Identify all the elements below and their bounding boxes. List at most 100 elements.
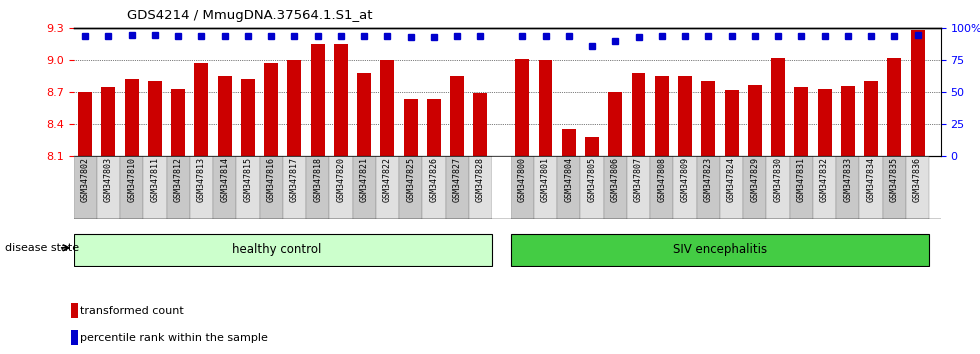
Bar [334,44,348,156]
Text: GSM347827: GSM347827 [453,157,462,202]
Text: GSM347810: GSM347810 [127,157,136,202]
Text: GSM347829: GSM347829 [751,157,760,202]
Text: GSM347813: GSM347813 [197,157,206,202]
Bar [427,99,441,156]
Text: GSM347824: GSM347824 [727,157,736,202]
Bar [790,156,813,219]
Bar [71,330,77,345]
Bar [678,76,692,156]
Text: GSM347809: GSM347809 [680,157,690,202]
Bar [172,89,185,156]
Text: transformed count: transformed count [80,306,184,316]
Text: GSM347808: GSM347808 [658,157,666,202]
Bar [631,73,646,156]
Bar [399,156,422,219]
Text: GSM347818: GSM347818 [314,157,322,202]
Bar [375,156,399,219]
Text: GSM347807: GSM347807 [634,157,643,202]
Bar [71,303,77,318]
Text: GSM347801: GSM347801 [541,157,550,202]
Bar [817,89,831,156]
Bar [580,156,604,219]
Bar [906,156,929,219]
Bar [604,156,627,219]
Bar [283,156,306,219]
Text: GSM347830: GSM347830 [773,157,783,202]
Bar [697,156,720,219]
Bar [287,60,302,156]
Bar [771,58,785,156]
Text: GSM347822: GSM347822 [383,157,392,202]
Bar [97,156,120,219]
Bar [511,234,929,266]
Bar [585,137,599,156]
Bar [306,156,329,219]
Text: GSM347828: GSM347828 [476,157,485,202]
Bar [468,156,492,219]
Text: GSM347826: GSM347826 [429,157,438,202]
Text: GSM347804: GSM347804 [564,157,573,202]
Bar [627,156,650,219]
Text: GSM347812: GSM347812 [173,157,182,202]
Bar [78,92,92,156]
Bar [609,92,622,156]
Text: percentile rank within the sample: percentile rank within the sample [80,333,269,343]
Bar [311,44,324,156]
Bar [743,156,766,219]
Bar [120,156,143,219]
Bar [534,156,558,219]
Text: GSM347817: GSM347817 [290,157,299,202]
Bar [357,73,371,156]
Bar [265,63,278,156]
Bar [124,79,138,156]
Bar [74,156,97,219]
Bar [446,156,468,219]
Text: GSM347823: GSM347823 [704,157,712,202]
Text: GSM347821: GSM347821 [360,157,368,202]
Bar [836,156,859,219]
Bar [864,81,878,156]
Bar [673,156,697,219]
Text: GSM347802: GSM347802 [80,157,89,202]
Bar [539,60,553,156]
Bar [748,85,761,156]
Bar [422,156,446,219]
Text: GSM347820: GSM347820 [336,157,345,202]
Text: GSM347806: GSM347806 [611,157,619,202]
Bar [813,156,836,219]
Bar [473,93,487,156]
Text: GSM347803: GSM347803 [104,157,113,202]
Bar [236,156,260,219]
Bar [910,30,924,156]
Bar [260,156,283,219]
Text: GSM347833: GSM347833 [844,157,853,202]
Bar [450,76,465,156]
Bar [515,59,529,156]
Bar [887,58,902,156]
Bar [766,156,790,219]
Bar [241,79,255,156]
Text: GSM347800: GSM347800 [517,157,527,202]
Bar [101,87,116,156]
Bar [167,156,190,219]
Bar [655,76,668,156]
Bar [194,63,209,156]
Bar [511,156,534,219]
Text: GSM347811: GSM347811 [150,157,160,202]
Text: GSM347831: GSM347831 [797,157,806,202]
Text: GSM347815: GSM347815 [243,157,253,202]
Text: GSM347834: GSM347834 [866,157,875,202]
Bar [720,156,743,219]
Bar [74,234,492,266]
Text: GSM347825: GSM347825 [406,157,416,202]
Bar [558,156,580,219]
Bar [353,156,375,219]
Bar [841,86,855,156]
Bar [492,156,511,219]
Bar [859,156,883,219]
Text: GSM347814: GSM347814 [220,157,229,202]
Bar [724,90,739,156]
Bar [380,60,394,156]
Text: SIV encephalitis: SIV encephalitis [673,243,767,256]
Bar [702,81,715,156]
